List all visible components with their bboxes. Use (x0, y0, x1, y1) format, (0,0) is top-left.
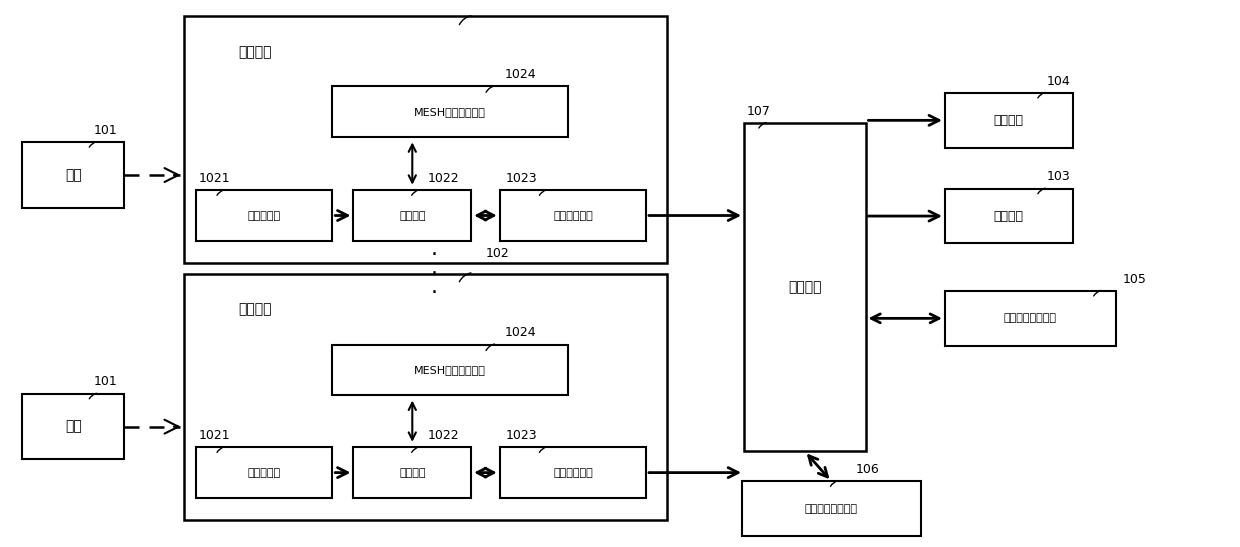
Bar (945, 93, 1073, 148)
Text: 104: 104 (1047, 74, 1070, 88)
Bar (22, 142, 124, 208)
Bar (332, 345, 568, 395)
Text: 101: 101 (94, 124, 118, 137)
Bar (500, 190, 646, 241)
Text: 107: 107 (746, 104, 770, 118)
Text: 1023: 1023 (506, 429, 538, 442)
Bar (22, 394, 124, 459)
Text: 1021: 1021 (198, 172, 231, 185)
Text: 1024: 1024 (505, 326, 537, 339)
Text: 光电传感器: 光电传感器 (248, 468, 280, 478)
Text: .: . (430, 239, 438, 259)
Text: 处理单元: 处理单元 (399, 468, 425, 478)
Text: 数据传输单元: 数据传输单元 (553, 468, 593, 478)
Text: 1024: 1024 (505, 68, 537, 81)
Text: 光源: 光源 (64, 168, 82, 182)
Text: 光源: 光源 (64, 420, 82, 434)
Bar (353, 190, 471, 241)
Text: 主控模块: 主控模块 (787, 280, 822, 294)
Bar (332, 86, 568, 137)
Text: 1023: 1023 (506, 172, 538, 185)
Bar (184, 274, 667, 520)
Text: 106: 106 (856, 463, 879, 476)
Text: 处理单元: 处理单元 (399, 211, 425, 220)
Text: 101: 101 (94, 375, 118, 388)
Text: 1022: 1022 (428, 429, 459, 442)
Bar (945, 291, 1116, 346)
Bar (196, 447, 332, 498)
Bar (353, 447, 471, 498)
Bar (742, 481, 921, 536)
Bar (196, 190, 332, 241)
Text: 报警模块: 报警模块 (993, 114, 1024, 127)
Text: 第一无线通信模块: 第一无线通信模块 (1004, 313, 1056, 323)
Text: MESH无线通讯单元: MESH无线通讯单元 (414, 107, 486, 117)
Bar (744, 123, 866, 451)
Text: 采集模块: 采集模块 (238, 302, 273, 316)
Text: 光电传感器: 光电传感器 (248, 211, 280, 220)
Text: 数据传输单元: 数据传输单元 (553, 211, 593, 220)
Text: 1021: 1021 (198, 429, 231, 442)
Text: 显示模块: 显示模块 (993, 210, 1024, 223)
Bar (945, 189, 1073, 243)
Text: 105: 105 (1122, 272, 1146, 286)
Text: .: . (430, 258, 438, 278)
Text: 1022: 1022 (428, 172, 459, 185)
Text: .: . (430, 277, 438, 297)
Bar (184, 16, 667, 263)
Text: 采集模块: 采集模块 (238, 45, 273, 59)
Text: MESH无线通讯单元: MESH无线通讯单元 (414, 365, 486, 375)
Text: 102: 102 (486, 247, 510, 260)
Text: 103: 103 (1047, 170, 1070, 183)
Bar (500, 447, 646, 498)
Text: 第二无线通信模块: 第二无线通信模块 (805, 504, 858, 514)
